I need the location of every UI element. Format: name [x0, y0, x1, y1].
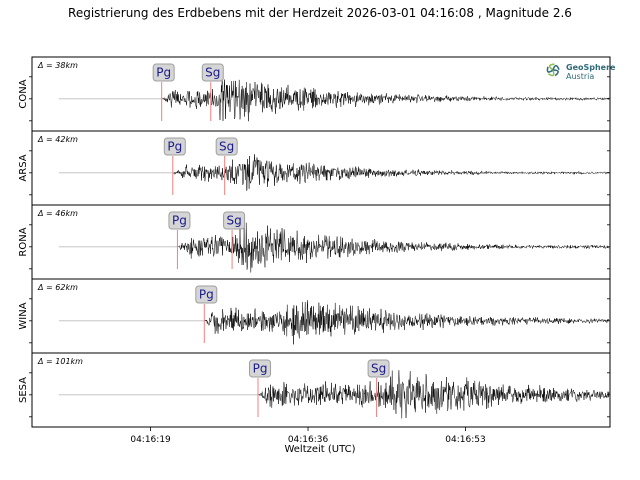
station-label: WINA	[18, 302, 29, 329]
waveform-trace	[177, 222, 610, 273]
distance-label: Δ = 46km	[37, 209, 78, 218]
pick-box-pg	[249, 359, 272, 378]
panel-frame	[31, 204, 611, 280]
station-label: RONA	[18, 227, 29, 256]
waveform-trace	[161, 79, 610, 122]
pick-box-sg	[215, 137, 238, 156]
station-panel-sesa: SESA Δ = 101km Pg Sg	[18, 352, 611, 428]
station-panel-wina: WINA Δ = 62km Pg	[18, 278, 611, 354]
pick-label-sg: Sg	[226, 214, 241, 228]
station-label: ARSA	[18, 154, 29, 181]
pick-label-pg: Pg	[199, 288, 214, 302]
pick-label-pg: Pg	[172, 214, 187, 228]
x-tick-label: 04:16:36	[288, 435, 329, 445]
pick-box-pg	[152, 63, 175, 82]
pick-label-sg: Sg	[371, 362, 386, 376]
pick-label-pg: Pg	[253, 362, 268, 376]
pick-box-sg	[367, 359, 390, 378]
logo-text-line1: GeoSphere	[566, 63, 616, 72]
pick-box-sg	[201, 63, 224, 82]
logo-swirl	[547, 69, 555, 77]
distance-label: Δ = 101km	[37, 357, 83, 366]
pick-label-sg: Sg	[219, 140, 234, 154]
station-panel-cona: CONA Δ = 38km Pg Sg	[18, 56, 611, 132]
x-tick-label: 04:16:53	[445, 435, 485, 445]
distance-label: Δ = 38km	[37, 61, 78, 70]
x-axis-label: Weltzeit (UTC)	[284, 444, 355, 455]
waveform-trace	[257, 370, 610, 419]
waveform-trace	[172, 154, 609, 192]
pick-box-pg	[163, 137, 186, 156]
station-panel-rona: RONA Δ = 46km Pg Sg	[18, 204, 611, 280]
panel-frame	[31, 352, 611, 428]
pick-label-pg: Pg	[156, 66, 171, 80]
distance-label: Δ = 62km	[37, 283, 78, 292]
logo-swirl	[548, 63, 555, 71]
waveform-trace	[204, 300, 610, 345]
logo-text-line2: Austria	[566, 72, 594, 81]
logo-swirl	[552, 69, 559, 77]
x-axis: 04:16:19 04:16:36 04:16:53	[130, 427, 486, 445]
pick-box-sg	[223, 211, 246, 230]
x-tick-label: 04:16:19	[130, 435, 171, 445]
station-label: SESA	[18, 377, 29, 403]
logo-swirl	[546, 66, 554, 73]
logo-swirl	[552, 64, 560, 71]
station-label: CONA	[18, 79, 29, 108]
pick-box-pg	[168, 211, 191, 230]
distance-label: Δ = 42km	[37, 135, 78, 144]
chart-title: Registrierung des Erdbebens mit der Herd…	[68, 6, 572, 20]
pick-label-sg: Sg	[205, 66, 220, 80]
panel-frame	[31, 56, 611, 132]
pick-label-pg: Pg	[167, 140, 182, 154]
station-panel-arsa: ARSA Δ = 42km Pg Sg	[18, 130, 611, 206]
station-panels: CONA Δ = 38km Pg Sg ARSA Δ = 42km Pg Sg RONA Δ = …	[18, 56, 611, 428]
pick-box-pg	[195, 285, 218, 304]
